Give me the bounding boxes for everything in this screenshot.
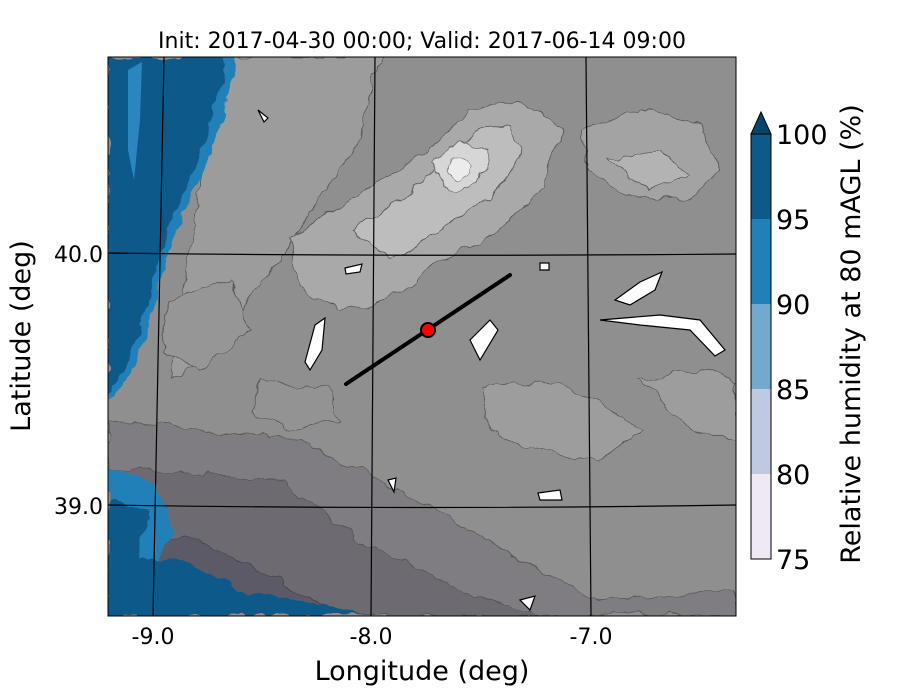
colorbar-tick-80: 80 (776, 460, 810, 491)
colorbar-tick-100: 100 (776, 120, 828, 151)
meridian-minus-9 (152, 57, 165, 616)
x-tick-minus-8: -8.0 (350, 625, 393, 650)
colorbar-bin-95-100 (751, 134, 771, 219)
map-frame (107, 56, 737, 617)
colorbar-bin-90-95 (751, 219, 771, 304)
colorbar-bin-75-80 (751, 474, 771, 559)
colorbar: 100 95 90 85 80 75 Relative humidity at … (750, 104, 867, 576)
x-axis-label: Longitude (deg) (315, 656, 530, 687)
meridian-minus-7 (585, 57, 592, 616)
sea-streak (128, 62, 142, 180)
x-tick-minus-9: -9.0 (132, 625, 175, 650)
colorbar-extend-arrow (750, 110, 772, 135)
map-title: Init: 2017-04-30 00:00; Valid: 2017-06-1… (158, 29, 686, 54)
river-patches (257, 109, 726, 612)
colorbar-tick-85: 85 (776, 375, 810, 406)
colorbar-tick-75: 75 (776, 545, 810, 576)
colorbar-frame (750, 133, 772, 560)
y-tick-40: 40.0 (54, 243, 103, 268)
colorbar-label: Relative humidity at 80 mAGL (%) (836, 104, 867, 564)
colorbar-tick-95: 95 (776, 205, 810, 236)
parallel-39 (108, 504, 736, 509)
colorbar-tick-90: 90 (776, 290, 810, 321)
x-tick-minus-7: -7.0 (570, 625, 613, 650)
graticule (108, 57, 736, 616)
colorbar-bin-80-85 (751, 389, 771, 474)
site-marker (420, 322, 436, 338)
colorbar-bin-85-90 (751, 304, 771, 389)
map-panel (108, 57, 736, 616)
parallel-40 (108, 252, 736, 256)
y-tick-39: 39.0 (54, 495, 103, 520)
y-axis-label: Latitude (deg) (6, 240, 37, 432)
meridian-minus-8 (370, 57, 376, 616)
